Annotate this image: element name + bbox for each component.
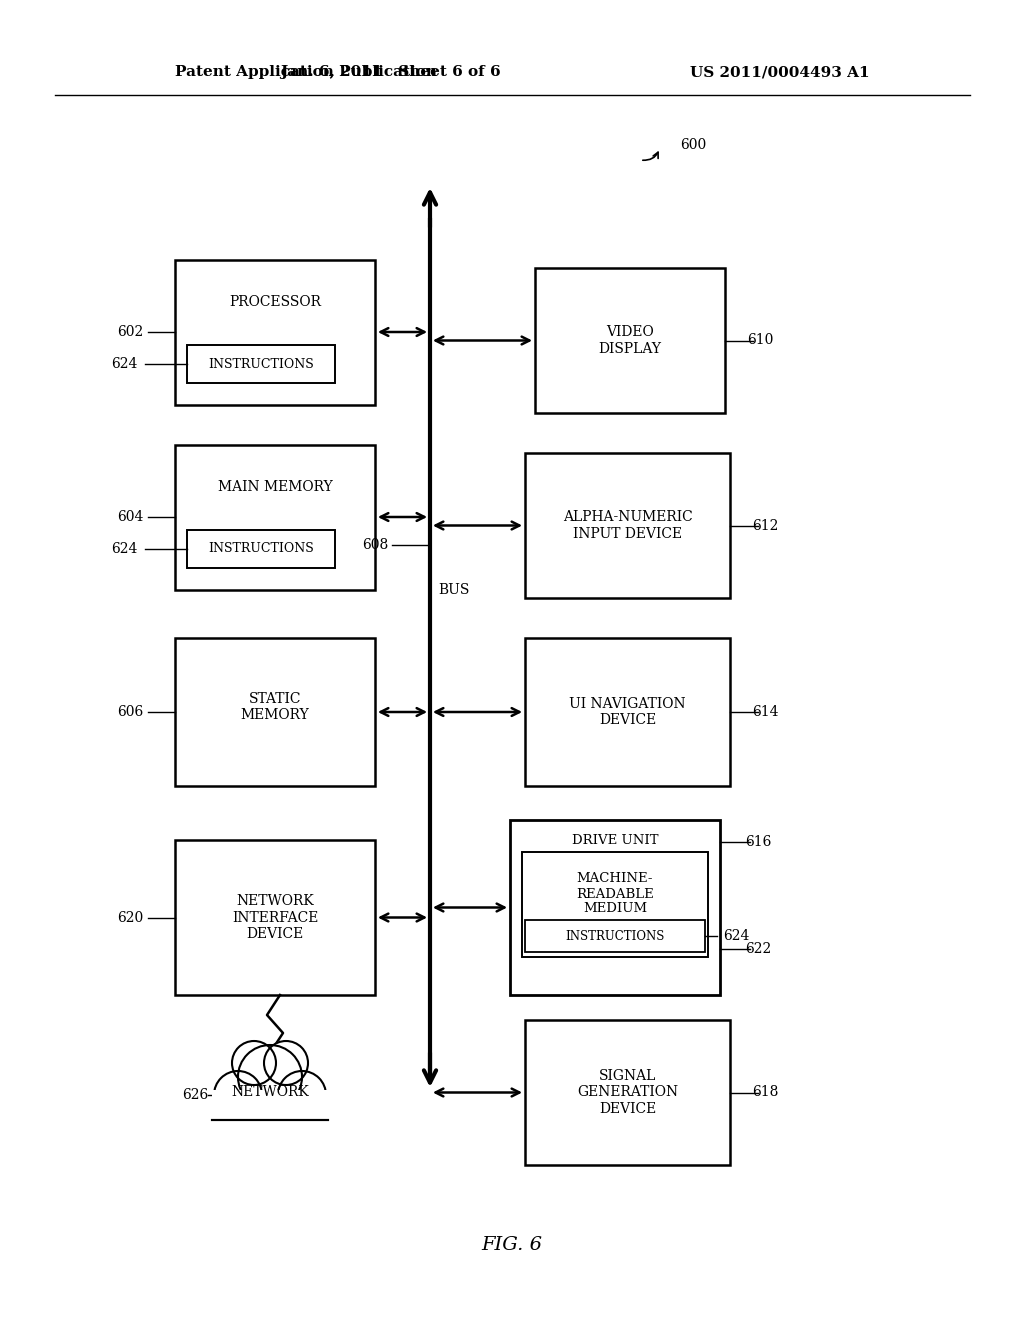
Text: MAIN MEMORY: MAIN MEMORY <box>218 480 333 494</box>
Text: BUS: BUS <box>438 583 469 597</box>
Circle shape <box>214 1071 262 1119</box>
Text: NETWORK
INTERFACE
DEVICE: NETWORK INTERFACE DEVICE <box>231 895 318 941</box>
Text: 606: 606 <box>117 705 143 719</box>
Text: US 2011/0004493 A1: US 2011/0004493 A1 <box>690 65 869 79</box>
Text: INSTRUCTIONS: INSTRUCTIONS <box>565 929 665 942</box>
Text: 610: 610 <box>746 334 773 347</box>
Text: SIGNAL
GENERATION
DEVICE: SIGNAL GENERATION DEVICE <box>577 1069 678 1115</box>
Text: STATIC
MEMORY: STATIC MEMORY <box>241 692 309 722</box>
Bar <box>175 260 375 405</box>
Text: 612: 612 <box>752 519 778 532</box>
Circle shape <box>232 1041 276 1085</box>
Bar <box>525 638 730 785</box>
Bar <box>187 345 335 383</box>
Text: 614: 614 <box>752 705 778 719</box>
Circle shape <box>264 1041 308 1085</box>
Text: 618: 618 <box>752 1085 778 1100</box>
Text: PROCESSOR: PROCESSOR <box>229 294 321 309</box>
Text: 624: 624 <box>112 543 138 556</box>
Text: Jan. 6, 2011   Sheet 6 of 6: Jan. 6, 2011 Sheet 6 of 6 <box>280 65 501 79</box>
Text: ALPHA-NUMERIC
INPUT DEVICE: ALPHA-NUMERIC INPUT DEVICE <box>562 511 692 541</box>
Text: INSTRUCTIONS: INSTRUCTIONS <box>208 358 314 371</box>
Text: FIG. 6: FIG. 6 <box>481 1236 543 1254</box>
Text: MACHINE-
READABLE
MEDIUM: MACHINE- READABLE MEDIUM <box>577 873 654 916</box>
Bar <box>175 638 375 785</box>
Bar <box>525 920 705 952</box>
Bar <box>525 1020 730 1166</box>
Text: INSTRUCTIONS: INSTRUCTIONS <box>208 543 314 556</box>
Text: 608: 608 <box>361 539 388 552</box>
Text: 624: 624 <box>112 356 138 371</box>
Bar <box>212 1090 328 1119</box>
Text: 620: 620 <box>117 911 143 924</box>
Bar <box>535 268 725 413</box>
Text: VIDEO
DISPLAY: VIDEO DISPLAY <box>598 326 662 355</box>
Text: UI NAVIGATION
DEVICE: UI NAVIGATION DEVICE <box>569 697 686 727</box>
Text: 600: 600 <box>680 139 707 152</box>
Text: 604: 604 <box>117 510 143 524</box>
Circle shape <box>278 1071 326 1119</box>
Text: NETWORK: NETWORK <box>231 1085 309 1100</box>
Text: Patent Application Publication: Patent Application Publication <box>175 65 437 79</box>
Bar <box>522 851 708 957</box>
Text: 616: 616 <box>744 836 771 849</box>
Bar <box>510 820 720 995</box>
Bar <box>175 840 375 995</box>
Circle shape <box>238 1045 302 1109</box>
Text: 622: 622 <box>744 942 771 956</box>
Bar <box>175 445 375 590</box>
Text: 626: 626 <box>182 1088 208 1102</box>
Bar <box>187 531 335 568</box>
Text: DRIVE UNIT: DRIVE UNIT <box>571 833 658 846</box>
Bar <box>525 453 730 598</box>
Text: 624: 624 <box>723 929 750 942</box>
Text: 602: 602 <box>117 325 143 339</box>
